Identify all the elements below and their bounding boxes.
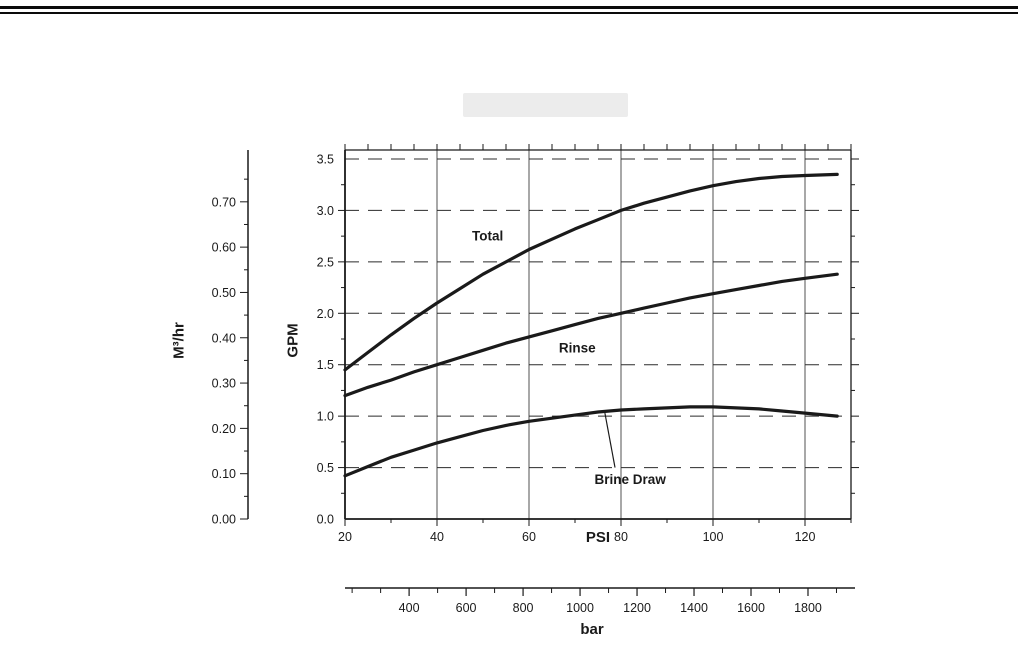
gpm-tick-label: 2.5	[317, 255, 334, 269]
bar-tick-label: 1800	[794, 601, 822, 615]
top-rule-primary	[0, 6, 1018, 9]
grid-lines	[345, 150, 851, 519]
m3hr-tick-label: 0.70	[212, 195, 236, 209]
m3hr-tick-label: 0.10	[212, 467, 236, 481]
top-rule-secondary	[0, 12, 1018, 14]
secondary-y-axis-title: M³/hr	[170, 322, 188, 359]
y-axis-title: GPM	[284, 323, 302, 358]
bar-tick-label: 600	[456, 601, 477, 615]
series-label-rinse: Rinse	[559, 340, 596, 355]
m3hr-tick-label: 0.00	[212, 513, 236, 527]
bar-tick-label: 1600	[737, 601, 765, 615]
series-brine-draw	[343, 405, 839, 478]
psi-tick-label: 40	[430, 530, 444, 544]
top-axis-ticks	[344, 144, 852, 150]
gpm-tick-label: 1.0	[317, 410, 334, 424]
gpm-tick-label: 3.0	[317, 204, 334, 218]
psi-tick-label: 60	[522, 530, 536, 544]
m3hr-tick-label: 0.20	[212, 422, 236, 436]
gpm-tick-label: 1.5	[317, 358, 334, 372]
bar-axis: 400 600 800 1000 1200 1400 1600 1800	[345, 587, 855, 615]
gpm-tick-label: 2.0	[317, 307, 334, 321]
bar-tick-label: 1400	[680, 601, 708, 615]
psi-axis: 20 40 60 80 100 120	[338, 519, 852, 544]
series-annotations: Total Rinse Brine Draw	[472, 228, 666, 487]
bar-tick-label: 1000	[566, 601, 594, 615]
psi-tick-label: 120	[795, 530, 816, 544]
bar-tick-label: 800	[513, 601, 534, 615]
gpm-axis: 0.0 0.5 1.0 1.5 2.0 2.5 3.0 3.5	[317, 153, 345, 527]
plot-frame	[344, 149, 852, 520]
m3hr-tick-label: 0.30	[212, 377, 236, 391]
series-total	[343, 172, 839, 372]
gpm-tick-label: 3.5	[317, 153, 334, 167]
psi-tick-label: 80	[614, 530, 628, 544]
faded-title-area	[463, 93, 628, 117]
secondary-x-axis-title: bar	[580, 621, 604, 638]
bar-tick-label: 1200	[623, 601, 651, 615]
series-label-brine-draw: Brine Draw	[595, 472, 667, 487]
series-rinse	[343, 272, 839, 398]
x-axis-title: PSI	[585, 529, 611, 546]
right-axis-ticks	[851, 158, 859, 494]
m3hr-tick-label: 0.50	[212, 286, 236, 300]
series-curves	[343, 172, 839, 478]
gpm-tick-label: 0.0	[317, 513, 334, 527]
gpm-tick-label: 0.5	[317, 461, 334, 475]
m3hr-tick-label: 0.60	[212, 241, 236, 255]
psi-tick-label: 20	[338, 530, 352, 544]
bar-tick-label: 400	[399, 601, 420, 615]
m3hr-axis: 0.00 0.10 0.20 0.30 0.40 0.50 0.60 0.70	[212, 150, 249, 527]
psi-tick-label: 100	[703, 530, 724, 544]
series-label-total: Total	[472, 228, 503, 243]
m3hr-tick-label: 0.40	[212, 331, 236, 345]
